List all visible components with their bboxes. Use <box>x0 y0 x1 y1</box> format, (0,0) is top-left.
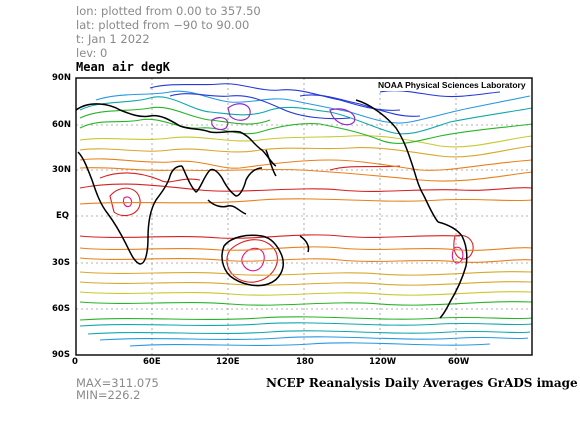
lon-label-60w: 60W <box>448 357 470 367</box>
lon-label-120e: 120E <box>216 357 240 367</box>
map-frame <box>75 77 533 356</box>
lon-label-180: 180 <box>296 357 314 367</box>
lon-label-0: 0 <box>72 357 78 367</box>
credit-box: NOAA Physical Sciences Laboratory <box>376 79 531 91</box>
lat-label-30n: 30N <box>52 165 71 175</box>
contours-cyan <box>95 90 531 347</box>
lat-label-90n: 90N <box>52 73 71 83</box>
contours-green <box>79 106 533 321</box>
min-value: MIN=226.2 <box>76 388 141 402</box>
lat-range-text: lat: plotted from −90 to 90.00 <box>76 18 250 32</box>
time-text: t: Jan 1 2022 <box>76 32 150 46</box>
contours-midlat <box>79 145 533 286</box>
credit-label: NOAA Physical Sciences Laboratory <box>378 80 526 90</box>
contours-coldest <box>211 103 356 131</box>
max-value: MAX=311.075 <box>76 376 159 390</box>
level-text: lev: 0 <box>76 46 108 60</box>
contours-tropical <box>79 165 533 283</box>
lon-range-text: lon: plotted from 0.00 to 357.50 <box>76 4 261 18</box>
lat-label-60s: 60S <box>52 304 70 314</box>
lat-label-30s: 30S <box>52 258 70 268</box>
lon-label-60e: 60E <box>143 357 161 367</box>
contours-subtropical <box>79 158 533 263</box>
contours-teal <box>79 96 533 335</box>
footer-caption: NCEP Reanalysis Daily Averages GrADS ima… <box>266 376 578 390</box>
lon-label-120w: 120W <box>369 357 397 367</box>
lat-label-60n: 60N <box>52 120 71 130</box>
plot-title: Mean air degK <box>76 60 170 74</box>
lat-label-90s: 90S <box>52 350 70 360</box>
coastlines <box>75 99 468 319</box>
lat-label-eq: EQ <box>56 211 70 221</box>
